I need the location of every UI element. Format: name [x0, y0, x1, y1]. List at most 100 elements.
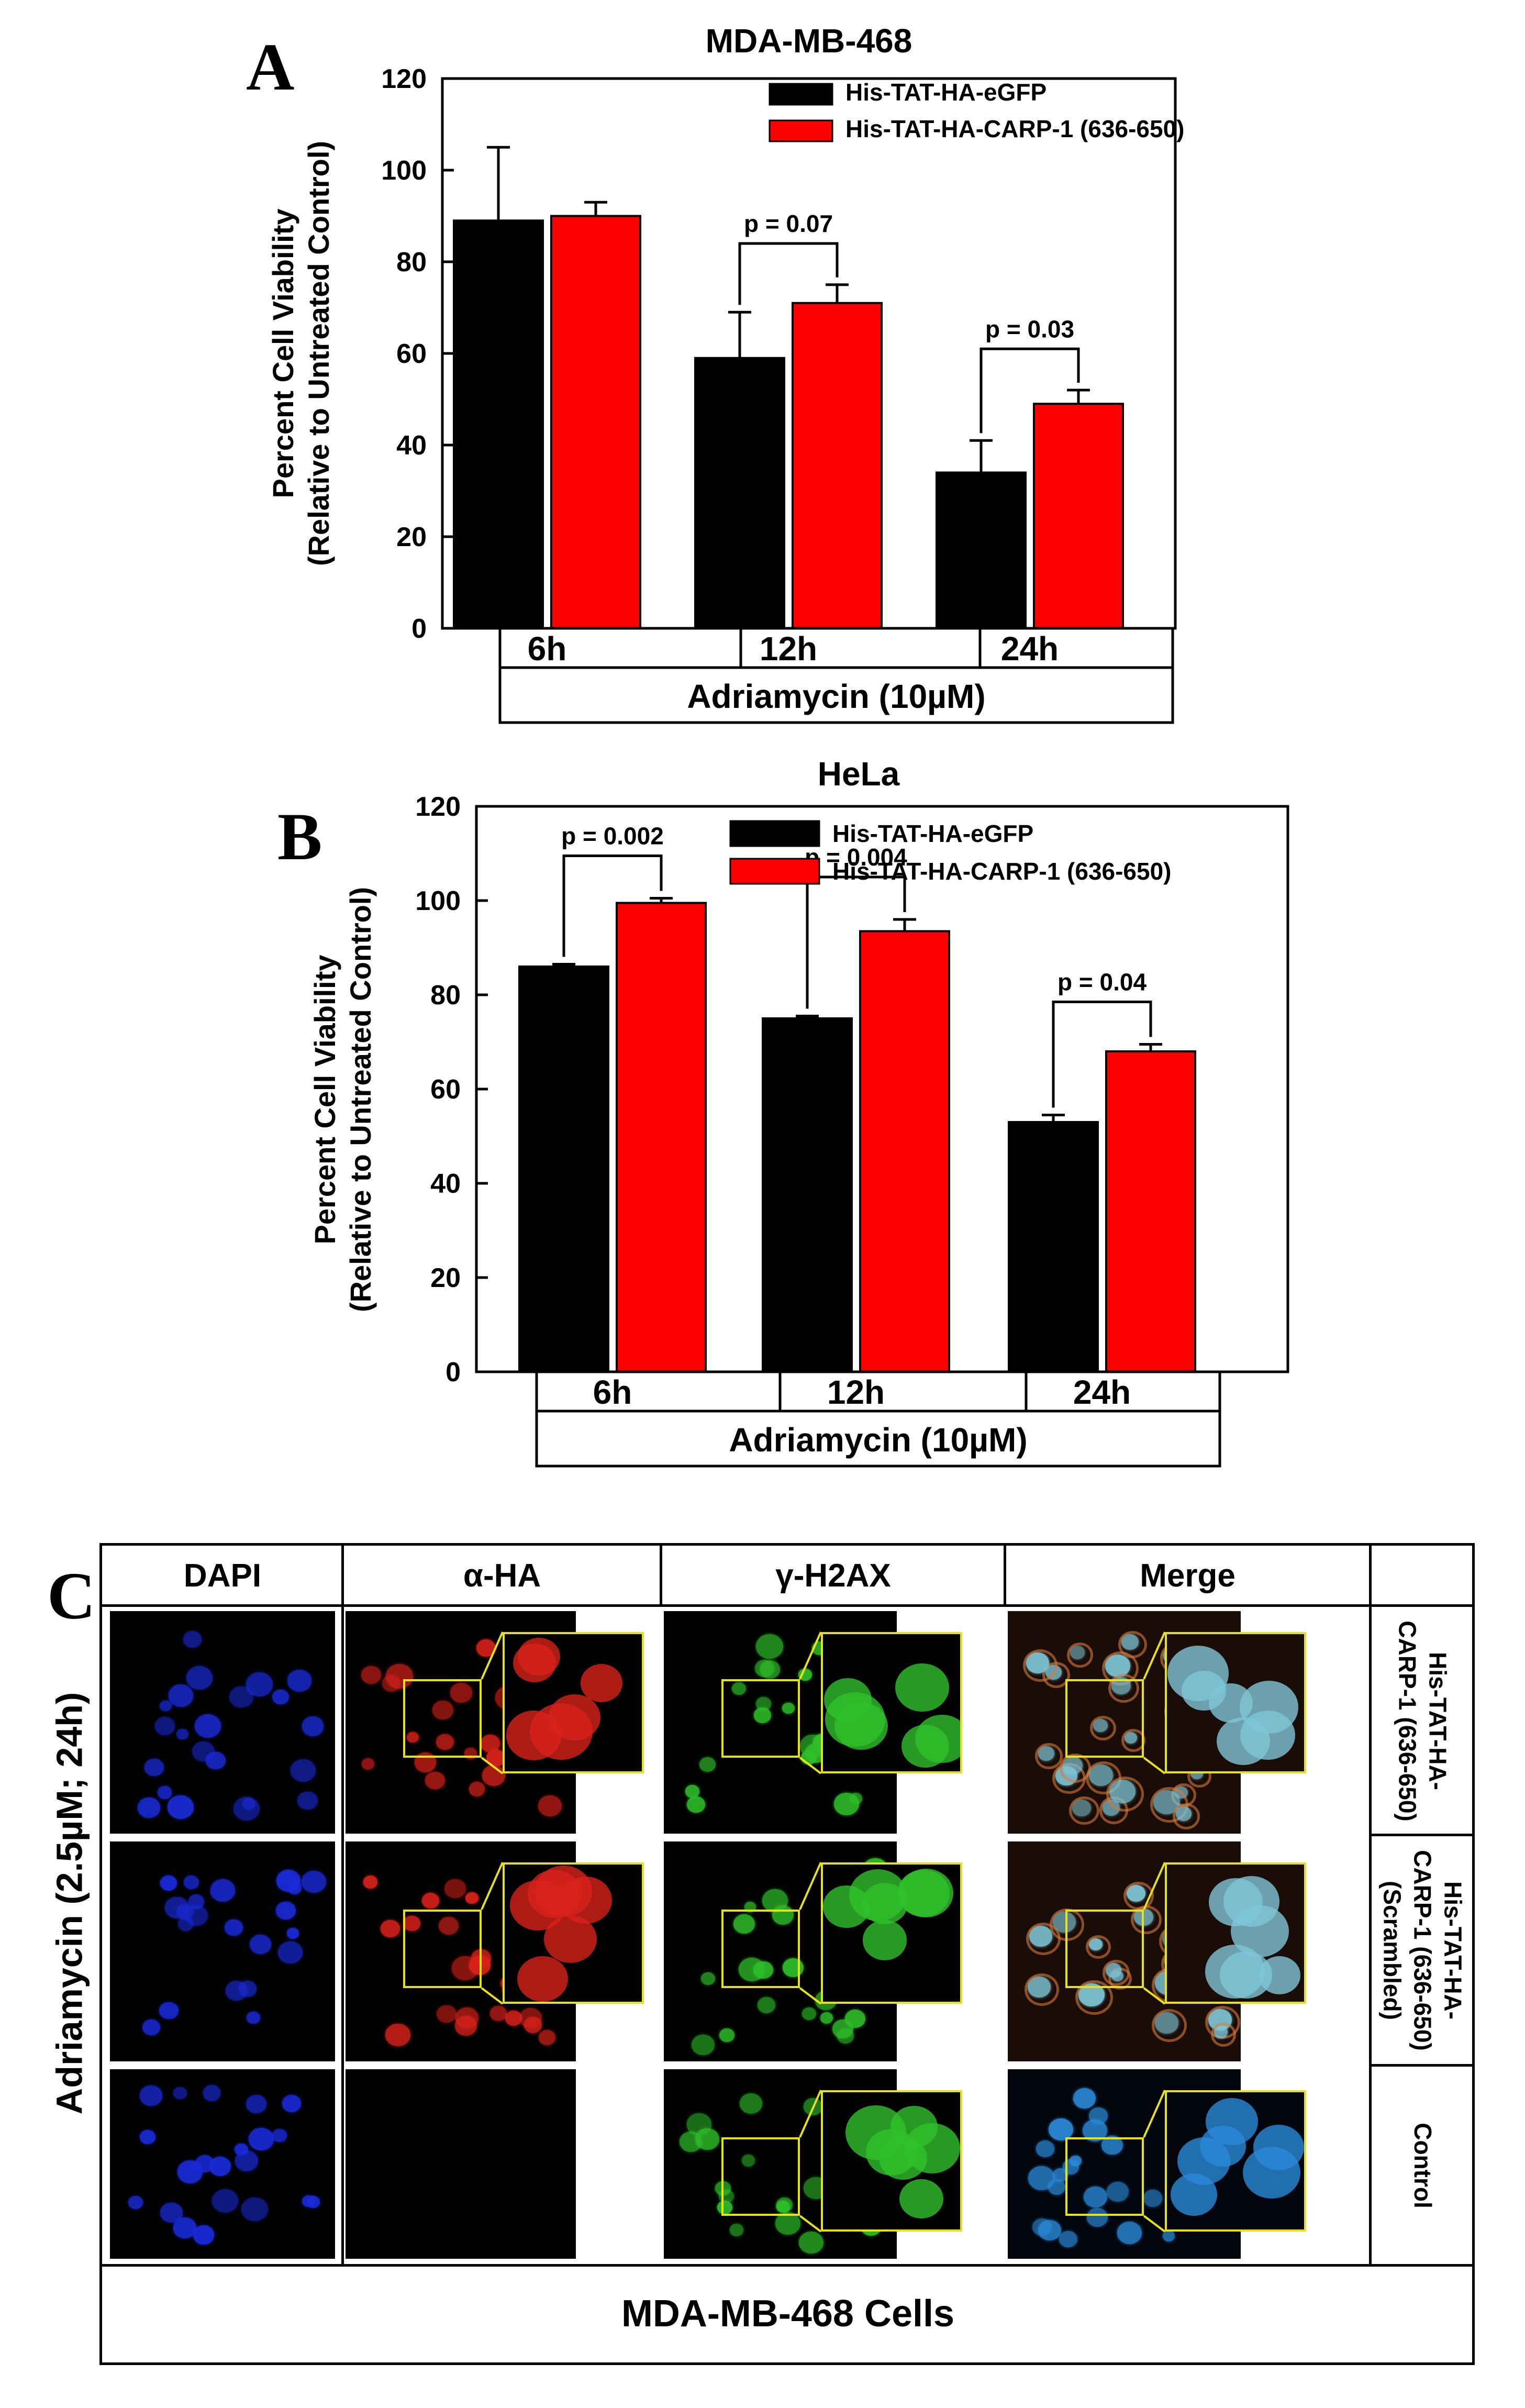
xlabel-box	[535, 1410, 1221, 1468]
micrograph	[110, 2069, 335, 2259]
y-axis-label-line-2: (Relative to Untreated Control)	[302, 141, 335, 566]
bar	[1105, 1050, 1196, 1373]
inset-marker	[721, 1679, 800, 1758]
panel-c-side-text: Adriamycin (2.5µM; 24h)	[49, 1692, 90, 2115]
y-tick-label: 0	[446, 1357, 461, 1388]
inset-connector	[1143, 1632, 1166, 1774]
inset-connector	[1143, 2090, 1166, 2233]
bar	[550, 215, 641, 629]
column-header-merge: Merge	[1140, 1558, 1235, 1594]
p-value-bracket	[979, 347, 1080, 434]
y-axis-label-line-1: Percent Cell Viability	[266, 209, 299, 498]
legend-swatch	[769, 119, 833, 142]
category-label: 6h	[593, 1373, 632, 1411]
x-axis-label: Adriamycin (10µM)	[687, 678, 985, 715]
y-tick-label: 60	[396, 339, 427, 369]
panel-letter-c: C	[47, 1559, 96, 1633]
legend-label: His-TAT-HA-CARP-1 (636-650)	[845, 115, 1185, 142]
y-tick-label: 20	[430, 1263, 461, 1293]
y-tick-label: 100	[415, 886, 461, 916]
inset-marker	[403, 1910, 482, 1988]
bar	[1033, 403, 1124, 629]
legend-swatch	[729, 858, 820, 885]
y-tick-label: 120	[415, 792, 461, 822]
micrograph	[110, 1611, 335, 1834]
chart-title: HeLa	[818, 755, 900, 793]
category-label: 24h	[1001, 630, 1059, 668]
column-header-ha: α-HA	[463, 1558, 541, 1594]
legend-label: His-TAT-HA-eGFP	[832, 820, 1033, 847]
chart-b: HeLa 0 20 40 60 80 100 120 Percent Cell Viabilit…	[308, 755, 1289, 1468]
p-value-bracket	[1052, 1001, 1152, 1108]
inset-zoom	[821, 1632, 962, 1773]
bar	[518, 966, 609, 1373]
micrograph	[110, 1841, 335, 2061]
inset-zoom	[821, 2090, 962, 2232]
p-value-label: p = 0.004	[805, 844, 907, 871]
inset-connector	[481, 1862, 504, 2005]
column-header-h2ax: γ-H2AX	[775, 1558, 891, 1594]
bar	[762, 1017, 853, 1373]
inset-marker	[1065, 1910, 1144, 1988]
inset-zoom	[821, 1862, 962, 2004]
panel-c-footer: MDA-MB-468 Cells	[621, 2293, 955, 2335]
bar	[859, 930, 950, 1373]
bar	[792, 302, 883, 629]
legend-swatch	[729, 820, 820, 847]
p-value-label: p = 0.07	[744, 210, 833, 237]
inset-zoom	[1165, 2090, 1306, 2232]
panel-letter-a: A	[246, 30, 295, 104]
p-value-label: p = 0.04	[1058, 969, 1146, 996]
category-label: 12h	[760, 630, 817, 668]
chart-title: MDA-MB-468	[706, 22, 912, 60]
inset-connector	[799, 1862, 822, 2005]
y-tick-label: 60	[430, 1074, 461, 1105]
panel-c-side-label: Adriamycin (2.5µM; 24h)	[31, 1545, 107, 2262]
p-value-bracket	[562, 855, 663, 957]
inset-connector	[799, 1632, 822, 1774]
y-axis-label-line-2: (Relative to Untreated Control)	[344, 887, 377, 1312]
legend-label: His-TAT-HA-CARP-1 (636-650)	[832, 858, 1172, 885]
inset-marker	[1065, 2137, 1144, 2216]
y-tick-label: 40	[430, 1169, 461, 1199]
category-label: 24h	[1073, 1373, 1131, 1411]
column-header-dapi: DAPI	[183, 1558, 262, 1594]
inset-marker	[1065, 1679, 1144, 1758]
y-tick-label: 120	[381, 64, 427, 94]
y-tick-label: 80	[396, 247, 427, 278]
inset-marker	[721, 1910, 800, 1988]
inset-marker	[721, 2137, 800, 2216]
legend-swatch	[769, 83, 833, 106]
category-label: 12h	[827, 1373, 885, 1411]
bar	[936, 471, 1027, 629]
y-tick-label: 100	[381, 156, 427, 186]
inset-connector	[1143, 1862, 1166, 2005]
chart-a: MDA-MB-468 0 20 40 60 80 100 120 Percent Cell Vi…	[266, 22, 1185, 724]
inset-zoom	[503, 1862, 644, 2004]
inset-zoom	[1165, 1632, 1306, 1773]
p-value-label: p = 0.03	[985, 315, 1074, 342]
y-tick-label: 0	[411, 614, 427, 644]
panel-letter-b: B	[277, 800, 322, 874]
inset-marker	[403, 1679, 482, 1758]
p-value-bracket	[806, 875, 906, 1009]
y-axis-label-line-1: Percent Cell Viability	[308, 955, 341, 1245]
y-axis-label: Percent Cell Viability (Relative to Untre…	[308, 887, 377, 1312]
p-value-bracket	[738, 242, 839, 305]
category-box	[498, 627, 1174, 669]
y-tick-label: 80	[430, 980, 461, 1011]
bar	[694, 357, 785, 629]
p-value-label: p = 0.002	[561, 823, 664, 850]
y-tick-label: 20	[396, 522, 427, 552]
micrograph	[346, 2069, 576, 2259]
inset-zoom	[1165, 1862, 1306, 2004]
panel-c-grid: DAPI α-HA γ-H2AX Merge His-TAT-HA- CARP-…	[99, 1543, 1475, 2365]
bar	[1008, 1121, 1099, 1373]
inset-zoom	[503, 1632, 644, 1773]
y-tick-label: 40	[396, 430, 427, 461]
x-axis-label: Adriamycin (10µM)	[729, 1421, 1027, 1459]
category-label: 6h	[528, 630, 567, 668]
inset-connector	[799, 2090, 822, 2233]
inset-connector	[481, 1632, 504, 1774]
bar	[453, 219, 544, 629]
